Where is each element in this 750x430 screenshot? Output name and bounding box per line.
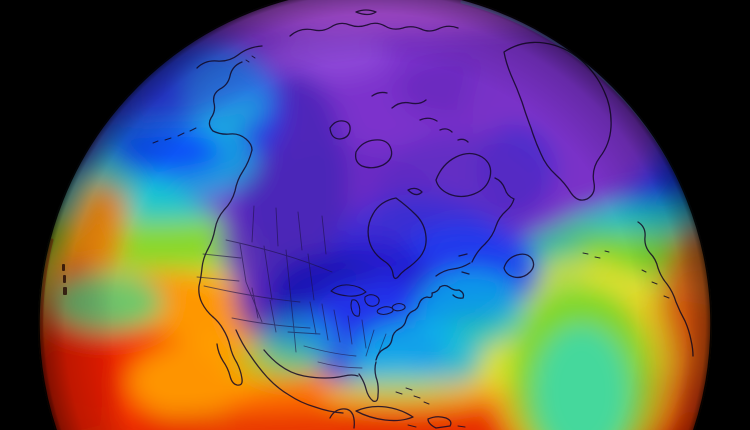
- globe-edge: [37, 0, 713, 430]
- limb-vignette: [38, 0, 712, 430]
